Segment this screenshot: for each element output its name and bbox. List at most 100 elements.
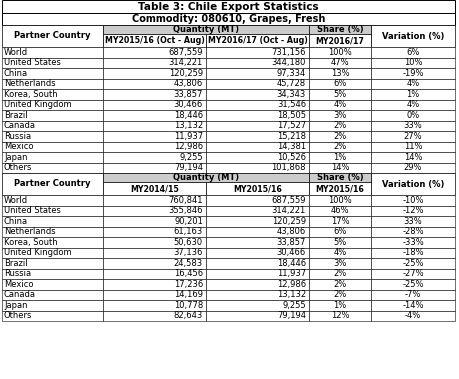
- Bar: [370, 110, 454, 121]
- Text: 11%: 11%: [403, 142, 421, 151]
- Bar: [370, 268, 454, 279]
- Text: -7%: -7%: [404, 290, 420, 299]
- Text: 79,194: 79,194: [276, 311, 305, 320]
- Text: 33,857: 33,857: [276, 238, 305, 247]
- Text: 120,259: 120,259: [168, 69, 202, 78]
- Bar: [370, 47, 454, 58]
- Text: 15,218: 15,218: [276, 132, 305, 141]
- Bar: [103, 34, 206, 47]
- Text: 314,221: 314,221: [168, 58, 202, 67]
- Bar: [206, 227, 308, 237]
- Text: 1%: 1%: [333, 153, 346, 162]
- Text: 11,937: 11,937: [174, 132, 202, 141]
- Text: 31,546: 31,546: [276, 100, 305, 109]
- Text: United Kingdom: United Kingdom: [4, 100, 72, 109]
- Text: 90,201: 90,201: [174, 217, 202, 226]
- Text: 14%: 14%: [403, 153, 421, 162]
- Bar: [2, 163, 103, 173]
- Text: MY2014/15: MY2014/15: [130, 184, 179, 193]
- Bar: [370, 78, 454, 89]
- Text: 29%: 29%: [403, 163, 421, 172]
- Bar: [370, 300, 454, 310]
- Bar: [103, 25, 308, 34]
- Bar: [370, 152, 454, 163]
- Text: 314,221: 314,221: [271, 206, 305, 215]
- Bar: [370, 141, 454, 152]
- Text: 17,527: 17,527: [276, 121, 305, 130]
- Text: -14%: -14%: [401, 301, 423, 310]
- Text: 101,868: 101,868: [271, 163, 305, 172]
- Bar: [103, 182, 206, 195]
- Bar: [206, 205, 308, 216]
- Bar: [308, 300, 370, 310]
- Bar: [370, 310, 454, 321]
- Text: 687,559: 687,559: [271, 196, 305, 205]
- Bar: [206, 100, 308, 110]
- Bar: [370, 25, 454, 47]
- Text: Share (%): Share (%): [316, 25, 363, 34]
- Bar: [2, 141, 103, 152]
- Bar: [2, 195, 103, 205]
- Text: 2%: 2%: [333, 121, 346, 130]
- Text: 6%: 6%: [405, 48, 419, 57]
- Text: -33%: -33%: [401, 238, 423, 247]
- Text: Others: Others: [4, 163, 32, 172]
- Text: 82,643: 82,643: [174, 311, 202, 320]
- Bar: [2, 216, 103, 227]
- Text: 5%: 5%: [333, 90, 346, 99]
- Bar: [206, 68, 308, 78]
- Bar: [308, 182, 370, 195]
- Bar: [206, 78, 308, 89]
- Bar: [308, 258, 370, 268]
- Bar: [308, 195, 370, 205]
- Bar: [206, 279, 308, 290]
- Text: 13,132: 13,132: [174, 121, 202, 130]
- Bar: [308, 47, 370, 58]
- Text: 0%: 0%: [405, 111, 419, 120]
- Bar: [370, 173, 454, 195]
- Bar: [206, 141, 308, 152]
- Bar: [103, 141, 206, 152]
- Bar: [103, 258, 206, 268]
- Bar: [308, 89, 370, 100]
- Text: 14,381: 14,381: [276, 142, 305, 151]
- Text: 4%: 4%: [333, 100, 346, 109]
- Text: -27%: -27%: [401, 269, 423, 278]
- Text: 1%: 1%: [405, 90, 419, 99]
- Text: MY2016/17: MY2016/17: [315, 36, 364, 45]
- Bar: [2, 205, 103, 216]
- Text: China: China: [4, 69, 28, 78]
- Text: 3%: 3%: [333, 111, 346, 120]
- Text: 30,466: 30,466: [276, 248, 305, 257]
- Text: 3%: 3%: [333, 259, 346, 268]
- Bar: [206, 300, 308, 310]
- Bar: [103, 47, 206, 58]
- Bar: [206, 121, 308, 131]
- Text: -4%: -4%: [404, 311, 420, 320]
- Text: 760,841: 760,841: [168, 196, 202, 205]
- Bar: [103, 310, 206, 321]
- Bar: [206, 268, 308, 279]
- Text: 18,446: 18,446: [276, 259, 305, 268]
- Bar: [308, 310, 370, 321]
- Text: 355,846: 355,846: [168, 206, 202, 215]
- Bar: [308, 227, 370, 237]
- Bar: [103, 152, 206, 163]
- Text: Brazil: Brazil: [4, 111, 28, 120]
- Bar: [2, 268, 103, 279]
- Bar: [2, 121, 103, 131]
- Bar: [2, 258, 103, 268]
- Bar: [308, 279, 370, 290]
- Text: MY2015/16 (Oct - Aug): MY2015/16 (Oct - Aug): [104, 36, 204, 45]
- Bar: [2, 89, 103, 100]
- Bar: [308, 152, 370, 163]
- Bar: [206, 216, 308, 227]
- Text: United Kingdom: United Kingdom: [4, 248, 72, 257]
- Text: Partner Country: Partner Country: [14, 31, 90, 41]
- Bar: [308, 173, 370, 182]
- Text: 33%: 33%: [403, 217, 421, 226]
- Bar: [206, 47, 308, 58]
- Bar: [370, 237, 454, 247]
- Text: 61,163: 61,163: [174, 227, 202, 236]
- Bar: [2, 25, 103, 47]
